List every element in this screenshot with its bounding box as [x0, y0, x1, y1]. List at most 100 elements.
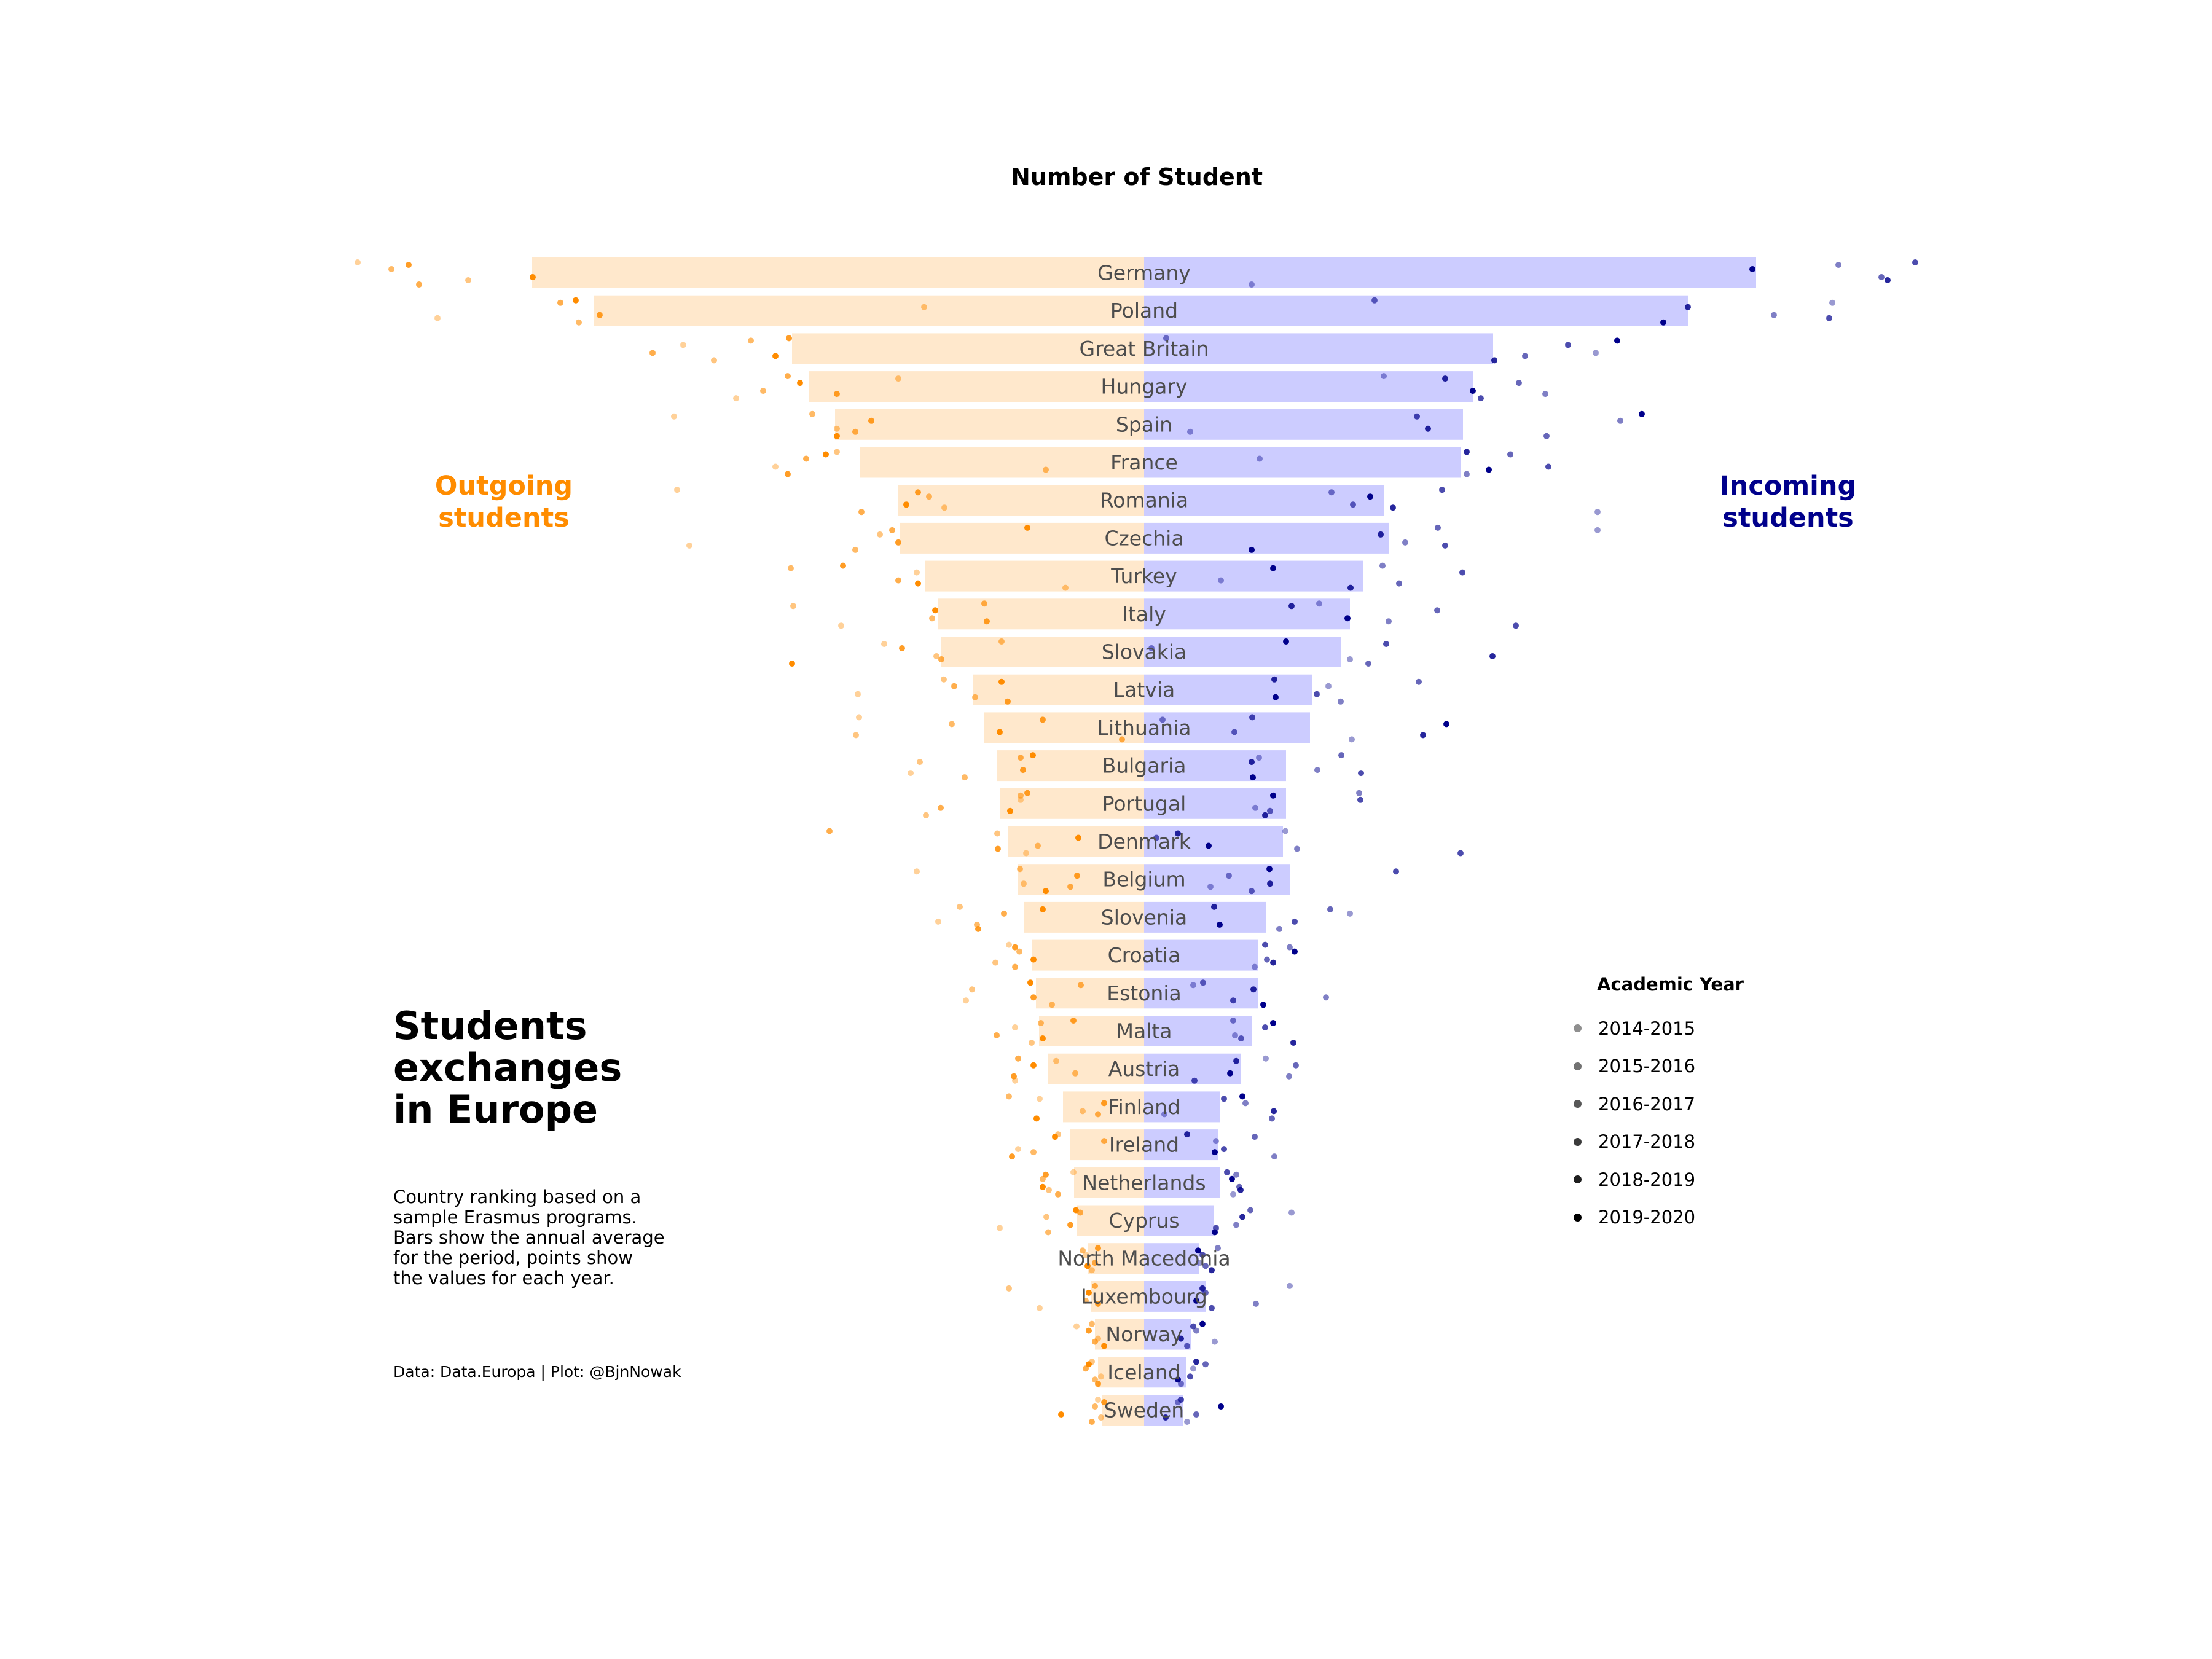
incoming-year-point: [1239, 1093, 1245, 1100]
outgoing-year-point: [1098, 1373, 1104, 1380]
incoming-year-point: [1202, 1289, 1209, 1296]
outgoing-year-point: [1043, 466, 1049, 473]
incoming-year-point: [1287, 944, 1293, 951]
incoming-year-point: [1193, 1327, 1199, 1334]
outgoing-year-point: [809, 410, 815, 417]
incoming-year-point: [1314, 767, 1320, 774]
outgoing-bar: [809, 371, 1144, 402]
outgoing-year-point: [1030, 994, 1037, 1001]
incoming-year-point: [1161, 1111, 1167, 1118]
incoming-year-point: [1325, 683, 1332, 689]
incoming-year-point: [1283, 638, 1289, 645]
outgoing-year-point: [1033, 1115, 1040, 1122]
outgoing-year-point: [803, 455, 809, 462]
incoming-year-point: [1771, 312, 1777, 318]
country-label: Slovakia: [1102, 640, 1187, 664]
outgoing-bar: [1091, 1281, 1144, 1312]
outgoing-year-point: [1017, 866, 1023, 873]
main-title: Students exchanges in Europe: [393, 1003, 622, 1132]
outgoing-year-point: [1030, 956, 1037, 963]
outgoing-year-point: [997, 1225, 1003, 1231]
outgoing-year-point: [856, 714, 862, 721]
incoming-year-point: [1190, 1365, 1196, 1372]
outgoing-students-label: Outgoing students: [434, 471, 573, 534]
outgoing-year-point: [434, 315, 441, 321]
outgoing-year-point: [1027, 979, 1033, 986]
incoming-bar: [1144, 826, 1283, 857]
incoming-year-point: [1256, 755, 1262, 761]
outgoing-year-point: [1021, 880, 1027, 887]
incoming-year-point: [1267, 880, 1273, 887]
outgoing-year-point: [1043, 888, 1049, 895]
incoming-bar: [1144, 788, 1286, 819]
outgoing-year-point: [686, 542, 692, 549]
incoming-year-point: [1163, 335, 1169, 342]
incoming-year-point: [1224, 1169, 1230, 1175]
legend-dot-icon: [1574, 1213, 1582, 1222]
outgoing-year-point: [1067, 1222, 1073, 1228]
country-label: Finland: [1108, 1095, 1180, 1119]
outgoing-year-point: [914, 868, 920, 875]
outgoing-year-point: [1089, 1419, 1095, 1425]
outgoing-year-point: [1074, 873, 1080, 879]
outgoing-year-point: [1083, 1297, 1089, 1304]
outgoing-year-point: [1095, 1300, 1101, 1307]
outgoing-bar: [1008, 826, 1144, 857]
incoming-year-point: [1835, 262, 1841, 268]
outgoing-bar: [835, 409, 1144, 440]
outgoing-bar: [860, 447, 1144, 478]
incoming-year-point: [1271, 1153, 1277, 1160]
incoming-bar: [1144, 371, 1473, 402]
incoming-year-point: [1269, 1115, 1275, 1122]
incoming-year-points: [1148, 259, 1918, 1425]
incoming-year-point: [1293, 1062, 1299, 1069]
incoming-year-point: [1193, 1297, 1199, 1304]
incoming-year-point: [1386, 618, 1392, 625]
incoming-bar: [1144, 1129, 1218, 1161]
outgoing-year-point: [465, 277, 471, 283]
outgoing-year-point: [772, 463, 779, 470]
outgoing-year-point: [826, 828, 833, 834]
incoming-year-point: [1464, 471, 1470, 477]
incoming-bar: [1144, 1243, 1199, 1274]
incoming-year-point: [1257, 455, 1263, 462]
outgoing-year-point: [1095, 1381, 1101, 1387]
incoming-year-point: [1338, 752, 1344, 759]
incoming-year-point: [1215, 1245, 1221, 1252]
outgoing-year-point: [1012, 963, 1018, 970]
incoming-year-point: [1242, 1100, 1249, 1107]
incoming-year-point: [1381, 373, 1387, 380]
incoming-year-point: [1193, 1359, 1199, 1365]
incoming-year-point: [1178, 1335, 1184, 1342]
outgoing-year-point: [1083, 1365, 1089, 1372]
incoming-bars: [1144, 257, 1756, 1426]
country-label: Belgium: [1102, 868, 1185, 892]
incoming-year-point: [1212, 1149, 1218, 1156]
country-label: Ireland: [1109, 1133, 1179, 1157]
legend-item: 2019-2020: [1570, 1199, 1889, 1237]
incoming-bar: [1144, 750, 1286, 782]
incoming-year-point: [1211, 903, 1217, 910]
incoming-year-point: [1249, 714, 1255, 721]
incoming-year-point: [1379, 562, 1386, 569]
outgoing-year-point: [823, 451, 829, 458]
outgoing-year-point: [797, 380, 803, 386]
incoming-year-point: [1328, 489, 1335, 496]
outgoing-year-point: [1058, 1411, 1064, 1418]
outgoing-year-point: [772, 353, 779, 359]
incoming-year-point: [1252, 804, 1258, 811]
incoming-year-point: [1262, 812, 1268, 818]
outgoing-year-point: [1040, 1175, 1046, 1182]
incoming-bar: [1144, 485, 1384, 516]
incoming-year-point: [1489, 653, 1496, 659]
incoming-year-point: [1434, 607, 1440, 614]
outgoing-year-point: [1009, 1153, 1015, 1160]
outgoing-year-point: [1083, 1252, 1089, 1258]
incoming-year-point: [1209, 1304, 1215, 1311]
outgoing-year-point: [557, 299, 563, 306]
country-label: Romania: [1100, 488, 1188, 512]
incoming-year-point: [1221, 1096, 1227, 1102]
legend-item: 2016-2017: [1570, 1085, 1889, 1123]
incoming-year-point: [1282, 828, 1288, 834]
outgoing-bar: [1070, 1129, 1144, 1161]
